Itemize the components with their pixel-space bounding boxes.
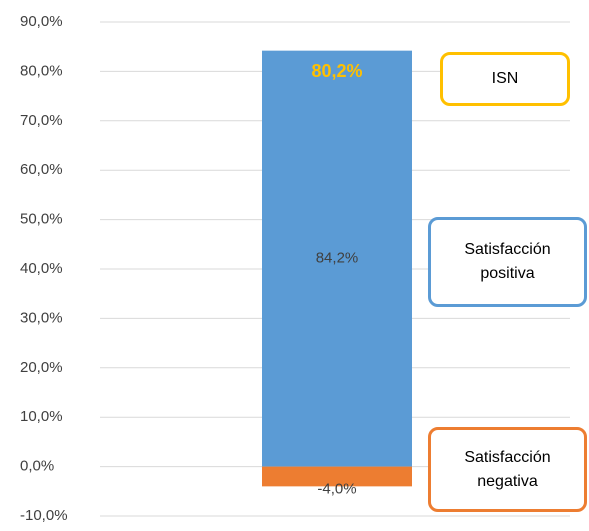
y-tick-label: 0,0% — [20, 458, 54, 475]
annotation-value: 80,2% — [311, 61, 362, 81]
y-tick-label: 40,0% — [20, 260, 63, 277]
y-tick-label: 20,0% — [20, 359, 63, 376]
y-tick-label: 80,0% — [20, 62, 63, 79]
y-tick-label: 50,0% — [20, 211, 63, 228]
bar-segment — [262, 466, 412, 487]
value-label: -4,0% — [317, 480, 356, 497]
y-tick-label: 90,0% — [20, 13, 63, 30]
y-tick-label: -10,0% — [20, 507, 68, 524]
y-tick-label: 60,0% — [20, 161, 63, 178]
legend-entry: Satisfacción negativa — [428, 427, 587, 512]
y-tick-label: 10,0% — [20, 408, 63, 425]
y-tick-label: 70,0% — [20, 112, 63, 129]
bar-segment — [262, 50, 412, 467]
annotation-box: ISN — [440, 52, 570, 106]
value-label: 84,2% — [316, 250, 359, 267]
y-tick-label: 30,0% — [20, 309, 63, 326]
legend-entry: Satisfacción positiva — [428, 217, 587, 307]
